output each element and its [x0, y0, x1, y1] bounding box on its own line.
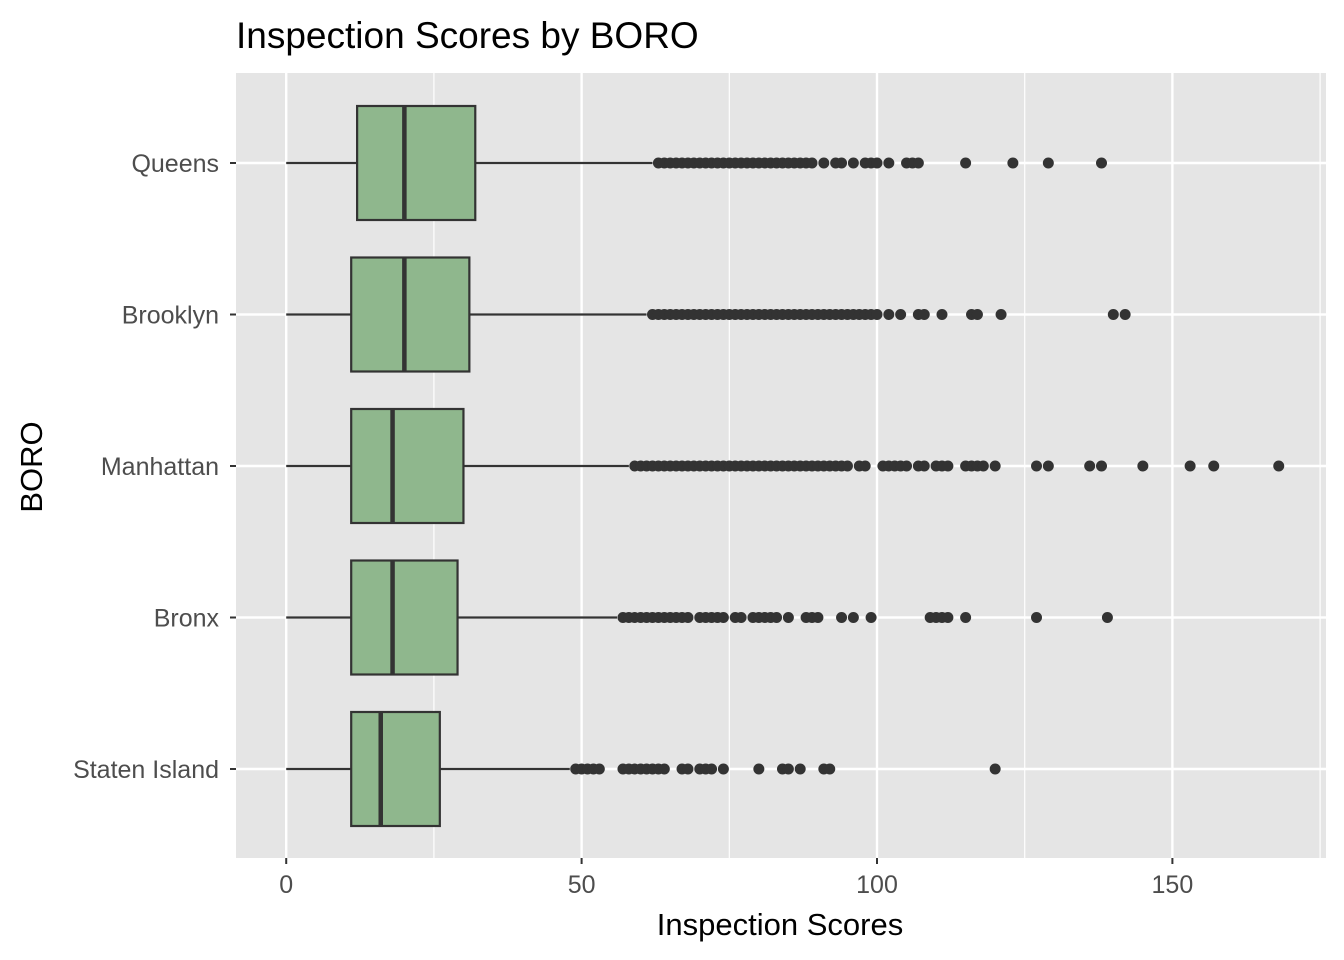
outlier-point [794, 763, 806, 775]
outlier-point [865, 612, 877, 623]
outlier-point [895, 309, 907, 320]
x-tick-label: 0 [279, 871, 293, 899]
chart-title: Inspection Scores by BORO [236, 15, 699, 56]
axis-ticks: 0 50 100 150 Queens Brooklyn Manhattan Bronx Sta… [73, 150, 1193, 899]
outlier-point [812, 612, 824, 623]
outlier-point [1031, 612, 1043, 623]
outlier-point [1184, 460, 1196, 472]
outlier-point [977, 460, 989, 472]
outlier-point [883, 157, 895, 169]
outlier-point [995, 309, 1007, 320]
box-iqr [350, 559, 459, 676]
outlier-point [960, 612, 972, 623]
outlier-point [806, 157, 818, 169]
outlier-point [717, 612, 729, 623]
outlier-point [918, 309, 930, 320]
outlier-point [847, 612, 859, 623]
outlier-point [771, 612, 783, 623]
box-queens [286, 104, 1108, 222]
box-series [286, 104, 1285, 828]
outlier-point [1096, 460, 1108, 472]
outlier-point [1031, 460, 1043, 472]
box-iqr [350, 256, 471, 373]
outlier-point [593, 763, 605, 775]
x-axis-title: Inspection Scores [657, 907, 903, 942]
outlier-point [836, 157, 848, 169]
outlier-point [824, 763, 836, 775]
outlier-point [1096, 157, 1108, 169]
box-iqr [350, 407, 465, 525]
outlier-point [706, 763, 718, 775]
x-tick-label: 150 [1152, 871, 1194, 899]
outlier-point [989, 763, 1001, 775]
outlier-point [918, 460, 930, 472]
outlier-point [971, 309, 983, 320]
outlier-point [818, 157, 830, 169]
outlier-point [1107, 309, 1119, 320]
outlier-point [1042, 460, 1054, 472]
outlier-point [1084, 460, 1096, 472]
box-bronx [286, 559, 1113, 676]
outlier-point [912, 157, 924, 169]
outlier-point [782, 612, 794, 623]
outlier-point [753, 763, 765, 775]
outlier-point [782, 763, 794, 775]
y-tick-label: Staten Island [73, 756, 219, 784]
y-tick-label: Bronx [154, 605, 220, 633]
outlier-point [682, 763, 694, 775]
outlier-point [942, 460, 954, 472]
outlier-point [717, 763, 729, 775]
y-tick-label: Queens [131, 150, 219, 178]
outlier-point [901, 460, 913, 472]
y-tick-label: Brooklyn [122, 302, 219, 330]
box-iqr [350, 710, 441, 828]
x-tick-label: 100 [856, 871, 898, 899]
box-manhattan [286, 407, 1285, 525]
outlier-point [1273, 460, 1285, 472]
outlier-point [1119, 309, 1131, 320]
box-brooklyn [286, 256, 1131, 373]
y-tick-label: Manhattan [101, 453, 219, 481]
outlier-point [735, 612, 747, 623]
outlier-point [1137, 460, 1149, 472]
outlier-point [1208, 460, 1220, 472]
outlier-point [859, 460, 871, 472]
outlier-point [871, 309, 883, 320]
outlier-point [847, 157, 859, 169]
outlier-point [658, 763, 670, 775]
outlier-point [936, 309, 948, 320]
outlier-point [682, 612, 694, 623]
y-axis-title: BORO [14, 421, 49, 512]
outlier-point [989, 460, 1001, 472]
outlier-point [841, 460, 853, 472]
box-staten-island [286, 710, 1001, 828]
outlier-point [836, 612, 848, 623]
outlier-point [1042, 157, 1054, 169]
outlier-point [871, 157, 883, 169]
outlier-point [1007, 157, 1019, 169]
outlier-point [1101, 612, 1113, 623]
box-iqr [356, 104, 477, 222]
outlier-point [883, 309, 895, 320]
x-tick-label: 50 [568, 871, 596, 899]
outlier-point [960, 157, 972, 169]
outlier-point [942, 612, 954, 623]
